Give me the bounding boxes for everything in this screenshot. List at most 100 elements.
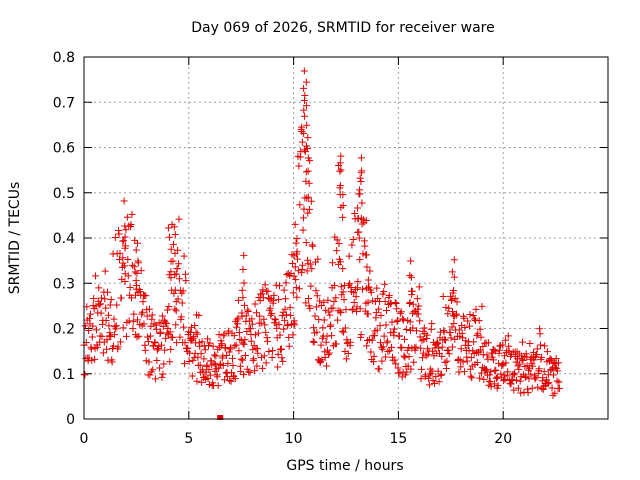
data-point xyxy=(240,279,248,287)
data-point xyxy=(132,246,140,254)
data-point xyxy=(510,386,518,394)
x-tick-label: 0 xyxy=(80,431,89,447)
data-point xyxy=(219,362,227,370)
data-point xyxy=(272,281,280,289)
data-point xyxy=(121,233,129,241)
data-point xyxy=(363,263,371,271)
data-point xyxy=(328,332,336,340)
data-point xyxy=(302,168,310,176)
data-point xyxy=(487,368,495,376)
data-point xyxy=(358,199,366,207)
data-point xyxy=(332,294,340,302)
data-point xyxy=(513,376,521,384)
data-point xyxy=(364,276,372,284)
data-point xyxy=(175,215,183,223)
data-point xyxy=(549,371,557,379)
data-point xyxy=(119,324,127,332)
data-point xyxy=(121,222,129,230)
data-point xyxy=(92,302,100,310)
data-point xyxy=(480,375,488,383)
data-point xyxy=(264,287,272,295)
data-point xyxy=(172,321,180,329)
data-point xyxy=(130,263,138,271)
data-point xyxy=(381,297,389,305)
data-point xyxy=(405,352,413,360)
data-point xyxy=(241,352,249,360)
data-point xyxy=(190,354,198,362)
data-point xyxy=(377,339,384,347)
data-point xyxy=(451,294,459,302)
data-point xyxy=(116,338,124,346)
data-point xyxy=(184,344,192,352)
data-point xyxy=(237,355,245,363)
data-point xyxy=(181,270,189,278)
data-point xyxy=(111,234,119,242)
data-point xyxy=(396,309,404,317)
data-point xyxy=(281,305,289,313)
data-point xyxy=(157,328,165,336)
data-point xyxy=(490,346,498,354)
data-point xyxy=(477,346,485,354)
data-point xyxy=(235,328,243,336)
data-point xyxy=(274,350,282,358)
data-point xyxy=(418,365,426,373)
data-point xyxy=(382,353,390,361)
data-point xyxy=(277,345,285,353)
data-point xyxy=(293,235,301,243)
data-point xyxy=(444,310,452,318)
data-point xyxy=(528,384,536,392)
data-point xyxy=(302,239,310,247)
data-point xyxy=(201,346,209,354)
data-point xyxy=(450,256,458,264)
data-point xyxy=(394,316,402,324)
data-point xyxy=(541,342,549,350)
data-point xyxy=(406,271,414,279)
data-point xyxy=(438,352,446,360)
data-point xyxy=(463,357,471,365)
data-point xyxy=(157,341,165,349)
data-point xyxy=(499,341,507,349)
data-point xyxy=(121,244,129,252)
data-point xyxy=(163,306,171,314)
data-point xyxy=(312,303,320,311)
data-point xyxy=(336,167,344,175)
data-point xyxy=(252,309,260,317)
data-point xyxy=(529,362,537,370)
data-point xyxy=(185,357,193,365)
data-point xyxy=(504,368,512,376)
data-point xyxy=(272,319,280,327)
data-point xyxy=(501,336,509,344)
data-point xyxy=(403,368,411,376)
data-point xyxy=(133,269,141,277)
data-point xyxy=(434,367,442,375)
data-point xyxy=(307,197,315,205)
data-point xyxy=(357,331,365,339)
data-point xyxy=(269,347,277,355)
data-point xyxy=(197,350,205,358)
data-point xyxy=(275,321,283,329)
data-point xyxy=(127,294,135,302)
data-point xyxy=(397,308,405,316)
data-point xyxy=(337,166,345,174)
data-point xyxy=(280,286,288,294)
data-point xyxy=(241,336,249,344)
data-point xyxy=(393,305,401,313)
data-point xyxy=(305,295,313,303)
data-point xyxy=(424,351,432,359)
data-point xyxy=(551,389,559,397)
data-point xyxy=(113,301,121,309)
data-point xyxy=(220,330,228,338)
data-point xyxy=(519,338,527,346)
data-point xyxy=(362,216,370,224)
x-tick-label: 20 xyxy=(494,431,512,447)
data-point xyxy=(329,259,337,267)
data-point xyxy=(417,375,425,383)
data-point xyxy=(235,347,243,355)
y-tick-labels: 0 0.1 0.2 0.3 0.4 0.5 0.6 0.7 0.8 xyxy=(53,50,75,428)
data-point xyxy=(145,305,153,313)
data-point xyxy=(304,167,312,175)
data-point xyxy=(239,356,247,364)
data-point xyxy=(240,371,248,379)
data-point xyxy=(288,260,296,268)
data-point xyxy=(526,339,534,347)
